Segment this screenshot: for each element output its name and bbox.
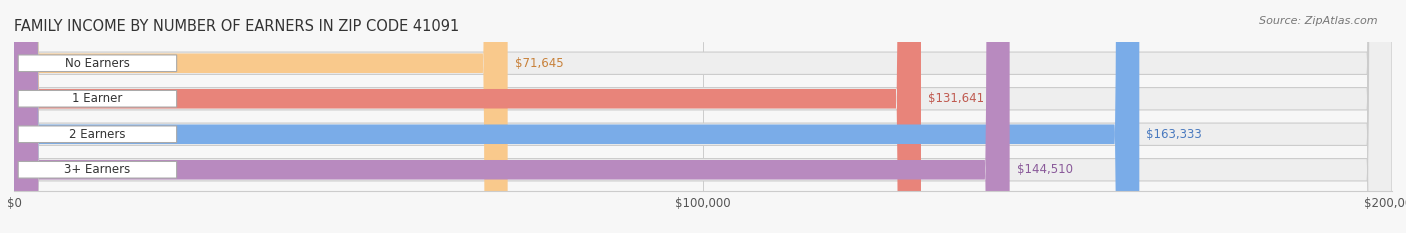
Text: $163,333: $163,333 xyxy=(1146,128,1202,141)
FancyBboxPatch shape xyxy=(14,0,1392,233)
FancyBboxPatch shape xyxy=(18,55,177,72)
Text: 2 Earners: 2 Earners xyxy=(69,128,125,141)
FancyBboxPatch shape xyxy=(18,161,177,178)
Text: $71,645: $71,645 xyxy=(515,57,564,70)
FancyBboxPatch shape xyxy=(14,0,1392,233)
FancyBboxPatch shape xyxy=(18,90,177,107)
FancyBboxPatch shape xyxy=(14,0,1392,233)
FancyBboxPatch shape xyxy=(14,0,1139,233)
FancyBboxPatch shape xyxy=(14,0,1010,233)
Text: $131,641: $131,641 xyxy=(928,92,984,105)
Text: 1 Earner: 1 Earner xyxy=(72,92,122,105)
Text: FAMILY INCOME BY NUMBER OF EARNERS IN ZIP CODE 41091: FAMILY INCOME BY NUMBER OF EARNERS IN ZI… xyxy=(14,19,460,34)
FancyBboxPatch shape xyxy=(14,0,508,233)
Text: 3+ Earners: 3+ Earners xyxy=(65,163,131,176)
FancyBboxPatch shape xyxy=(14,0,1392,233)
FancyBboxPatch shape xyxy=(18,126,177,143)
Text: Source: ZipAtlas.com: Source: ZipAtlas.com xyxy=(1260,16,1378,26)
Text: No Earners: No Earners xyxy=(65,57,129,70)
Text: $144,510: $144,510 xyxy=(1017,163,1073,176)
FancyBboxPatch shape xyxy=(14,0,921,233)
